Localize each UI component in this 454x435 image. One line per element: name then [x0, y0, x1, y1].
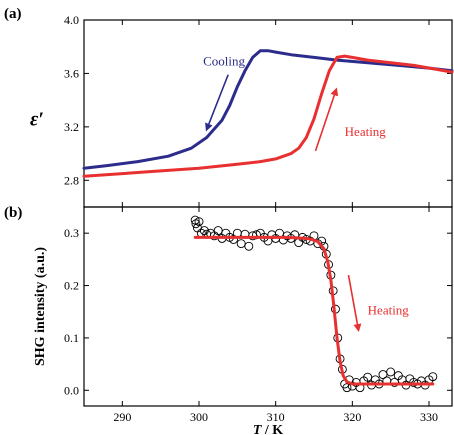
data-point — [342, 383, 352, 393]
y-tick-label: 4.0 — [64, 13, 79, 27]
panel-label-a: (a) — [4, 6, 22, 22]
panel-b: (b) SHG intensity (a.u.) 0.0 0.1 0.2 0.3 290… — [4, 205, 453, 435]
annotation-arrow — [314, 87, 339, 152]
y-tick-label: 2.8 — [64, 173, 79, 187]
x-tick-label: 310 — [267, 410, 285, 424]
annotation-heating: Heating — [368, 302, 410, 317]
data-point — [191, 219, 201, 229]
data-point — [363, 372, 373, 382]
panel-label-b: (b) — [4, 205, 22, 221]
y-tick-label: 3.6 — [64, 66, 79, 80]
y-tick-label: 3.2 — [64, 120, 79, 134]
x-tick-label: 300 — [190, 410, 208, 424]
data-point — [194, 217, 204, 227]
annotations-b: Heating — [347, 274, 410, 333]
data-point — [390, 377, 399, 387]
annotation-arrow — [347, 274, 362, 333]
plot-frame-b — [83, 206, 453, 407]
annotation-cooling: Cooling — [203, 53, 245, 68]
axis-ticks-a: 2.8 3.2 3.6 4.0 — [64, 13, 452, 207]
data-point — [229, 235, 238, 244]
series-line-fit — [193, 235, 435, 386]
series-line-cooling — [82, 49, 454, 170]
data-point — [248, 231, 258, 241]
y-tick-label: 0.1 — [64, 331, 79, 345]
y-axis-title-a: ε′ — [30, 109, 44, 131]
data-point — [294, 238, 304, 248]
series-group-a — [82, 49, 454, 178]
annotation-arrow — [205, 74, 229, 132]
x-tick-label: 330 — [420, 410, 438, 424]
x-tick-label: 290 — [113, 410, 131, 424]
y-tick-label: 0.3 — [64, 226, 79, 240]
data-point — [378, 370, 388, 380]
panel-a: (a) ε′ 2.8 3.2 3.6 4.0 Cooling Heating — [4, 6, 454, 208]
data-point — [428, 372, 438, 382]
y-tick-label: 0.0 — [64, 383, 79, 397]
x-tick-label: 320 — [343, 410, 361, 424]
axis-ticks-b: 0.0 0.1 0.2 0.3 290 300 310 320 330 — [64, 207, 452, 424]
series-line-heating — [82, 54, 454, 178]
series-group-b — [190, 215, 438, 393]
data-point — [236, 239, 246, 249]
annotation-heating: Heating — [345, 124, 387, 139]
annotations-a: Cooling Heating — [203, 53, 387, 152]
data-point — [386, 367, 396, 377]
x-axis-title: T / K — [253, 423, 283, 435]
data-point — [244, 241, 254, 251]
y-axis-title-b: SHG intensity (a.u.) — [33, 247, 48, 366]
y-tick-label: 0.2 — [64, 279, 79, 293]
data-point — [190, 215, 200, 225]
data-point — [213, 226, 223, 236]
plot-frame-a — [83, 19, 453, 208]
